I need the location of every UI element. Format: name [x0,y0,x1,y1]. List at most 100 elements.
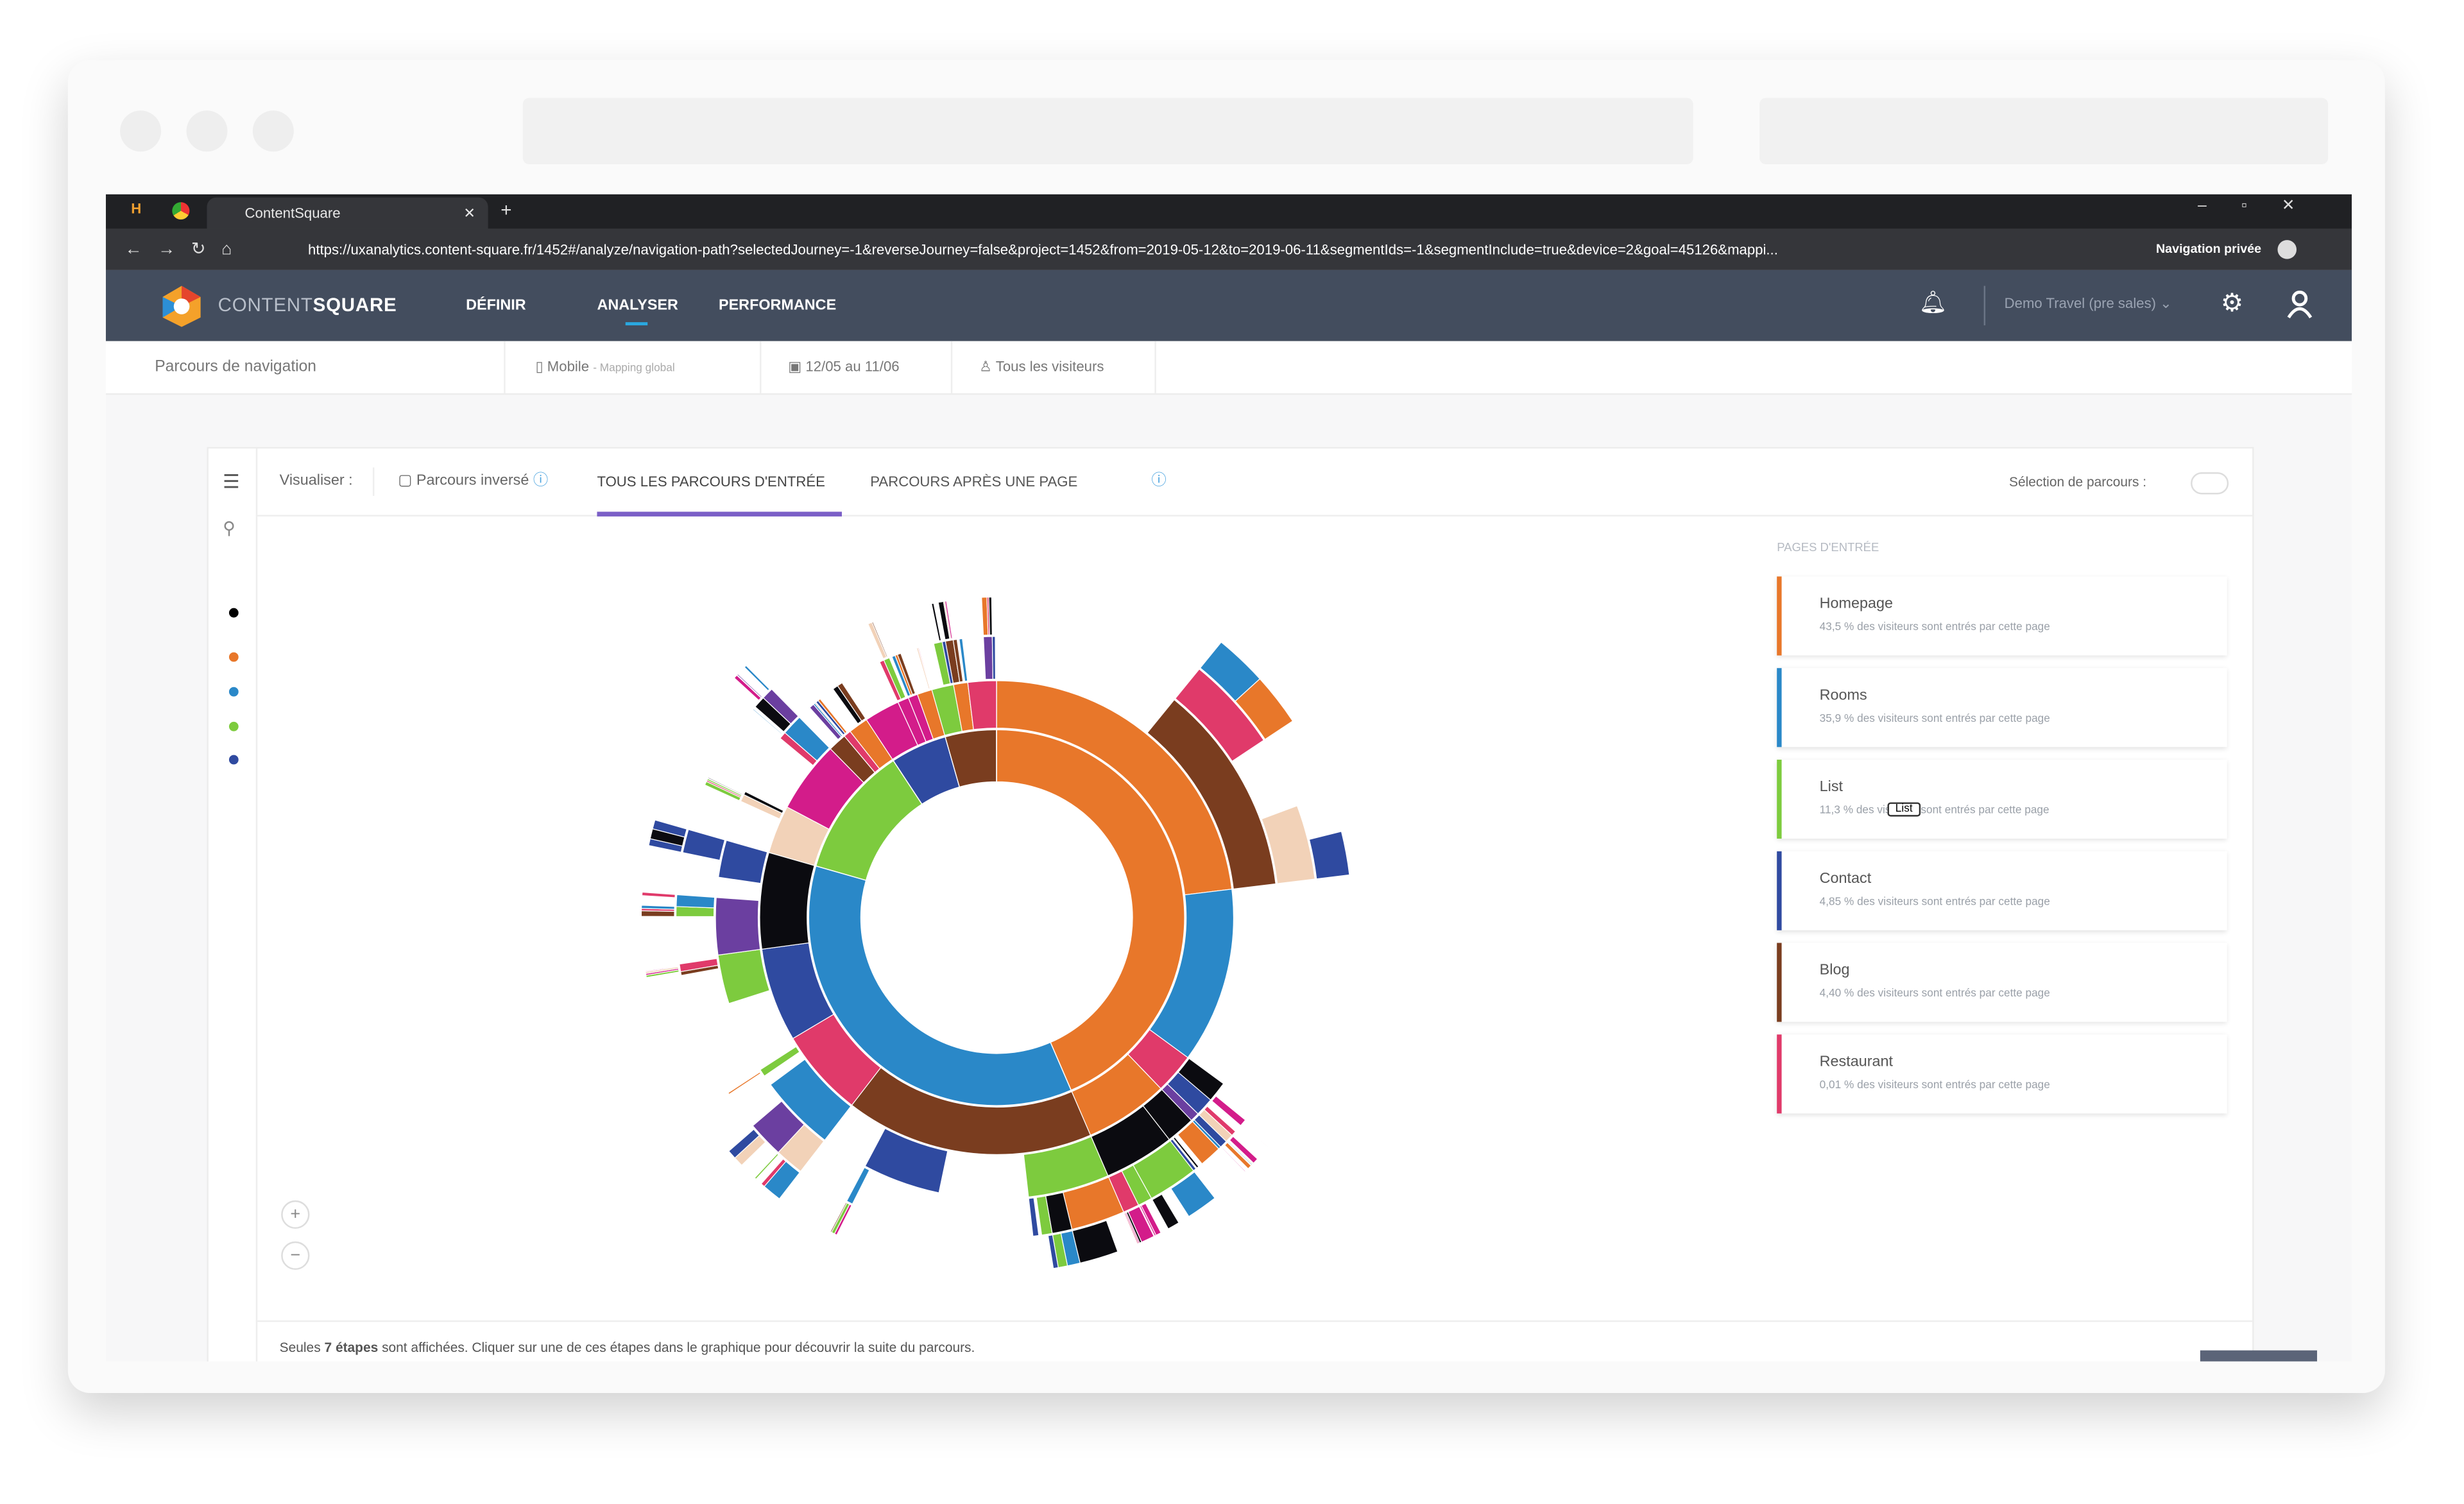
path-segment [644,965,679,973]
path-segment [752,1100,805,1153]
footer-text: Seules [279,1339,325,1355]
menu-item[interactable]: DÉFINIR [466,296,526,314]
entry-label: List [1819,778,1844,796]
settings-icon[interactable]: ⚙ [2220,290,2244,318]
footer-note: Seules 7 étapes sont affichées. Cliquer … [280,1339,975,1355]
browser-buttons[interactable]: ←→↻⌂ [124,240,248,259]
path-segment [959,638,968,682]
tooltip: List [1887,802,1921,817]
sunburst [640,596,1350,1269]
entry-segment[interactable] [808,865,1072,1106]
path-segment [652,819,688,838]
tab-close[interactable]: ✕ [463,205,475,221]
tab-underline [597,511,842,517]
profile-icon[interactable] [2277,240,2297,259]
path-segment [1221,1147,1247,1173]
path-segment [952,638,964,683]
zoom-in[interactable]: + [281,1200,310,1229]
path-segment [736,673,763,699]
path-segment [754,1153,780,1180]
menu-item[interactable]: ANALYSER [597,296,678,314]
view-tab[interactable]: PARCOURS APRÈS UNE PAGE [870,474,1078,490]
toolbar-border [255,515,2253,517]
path-segment [759,851,815,950]
user-icon[interactable] [2287,290,2313,319]
entry-caption: 43,5 % des visiteurs sont entrés par cet… [1820,622,2050,633]
path-segment [1211,1095,1246,1127]
entry-card[interactable]: List 11,3 % des visiteurs sont entrés par… [1777,759,2227,839]
view-tab[interactable]: TOUS LES PARCOURS D'ENTRÉE [597,474,825,490]
path-segment [1308,831,1350,880]
info-icon[interactable]: ⓘ [1151,472,1167,490]
account: Demo Travel (pre sales) [2004,295,2157,311]
zoom-out[interactable]: − [281,1241,310,1270]
browser-tab[interactable]: ContentSquare ✕ [207,197,488,229]
new-tab[interactable]: + [501,199,512,221]
entry-caption: 35,9 % des visiteurs sont entrés par cet… [1820,714,2050,725]
entry-card[interactable]: Homepage 43,5 % des visiteurs sont entrés… [1777,576,2227,656]
entry-label: Blog [1819,962,1850,980]
path-segment [762,688,799,724]
tab-icon [172,202,190,220]
entry-caption-text: des visiteurs sont entrés par cette page [1857,714,2050,725]
bell-icon[interactable]: 🔔︎ [1919,289,1947,314]
entry-share: 35,9 % [1819,714,1854,725]
segment-filter[interactable]: ♙ Tous les visiteurs [979,358,1104,375]
selection-switch[interactable] [2191,472,2229,495]
date-filter[interactable]: ▣ 12/05 au 11/06 [788,358,900,375]
entry-card[interactable]: Rooms 35,9 % des visiteurs sont entrés pa… [1777,668,2227,748]
device: Mobile [547,358,590,375]
separator [1983,286,1986,326]
path-segment [640,905,675,910]
window-dot [120,110,162,152]
entry-label: Restaurant [1819,1053,1894,1071]
path-segment [760,1158,787,1187]
scroll-thumb [2200,1350,2318,1362]
separator [759,341,762,393]
entry-card[interactable]: Blog 4,40 % des visiteurs sont entrés par… [1777,943,2227,1022]
path-segment [967,680,997,730]
path-segment [1147,699,1276,890]
entry-share: 11,3 % [1819,805,1854,817]
tab-title: ContentSquare [244,205,341,221]
path-segment [759,1046,800,1077]
panel: ☰ ⚲ Visualiser : ▢ Parcours inversé ⓘ TO… [207,447,2254,1362]
separator [1154,341,1156,393]
device-filter[interactable]: ▯ Mobile - Mapping global [535,358,675,375]
path-segment [883,657,907,700]
tab-icon: H [131,200,142,217]
entry-caption: 11,3 % des visiteurs sont entrés par cet… [1820,805,2049,816]
path-segment [717,839,768,884]
logo-light: CONTENT [218,293,313,316]
path-segment [769,1059,851,1141]
search-icon[interactable]: ⚲ [223,519,235,539]
path-segment [682,829,726,861]
reverse-toggle[interactable]: ▢ Parcours inversé ⓘ [398,472,549,490]
entry-segment[interactable] [996,729,1185,1091]
menu-underline [625,322,648,326]
entry-caption-text: des visiteurs sont entrés par cette page [1857,622,2050,634]
path-segment [1036,1195,1053,1236]
entry-card[interactable]: Contact 4,85 % des visiteurs sont entrés … [1777,851,2227,930]
url[interactable]: https://uxanalytics.content-square.fr/14… [307,241,1778,258]
path-segment [727,1071,762,1095]
path-segment [784,717,830,762]
entry-caption: 4,40 % des visiteurs sont entrés par cet… [1820,989,2050,1000]
selection-label: Sélection de parcours : [2009,474,2147,490]
menu-icon[interactable]: ☰ [223,470,240,493]
entry-card[interactable]: Restaurant 0,01 % des visiteurs sont entr… [1777,1034,2227,1114]
entry-label: Rooms [1819,687,1867,705]
entry-caption-text: des visiteurs sont entrés par cette page [1857,897,2050,909]
visualize-label: Visualiser : [279,472,353,490]
entry-caption: 0,01 % des visiteurs sont entrés par cet… [1820,1081,2050,1091]
account-select[interactable]: Demo Travel (pre sales) ⌄ [2004,295,2172,311]
window-controls[interactable]: –▫✕ [2198,197,2330,215]
path-segment [1224,1141,1252,1170]
entry-caption-text: des visiteurs sont entrés par cette page [1857,1080,2050,1091]
separator [372,467,375,496]
menu-item[interactable]: PERFORMANCE [718,296,837,314]
path-segment [746,664,771,690]
app-nav: CONTENTSQUARE DÉFINIR ANALYSER PERFORMANCE… [105,269,2352,341]
